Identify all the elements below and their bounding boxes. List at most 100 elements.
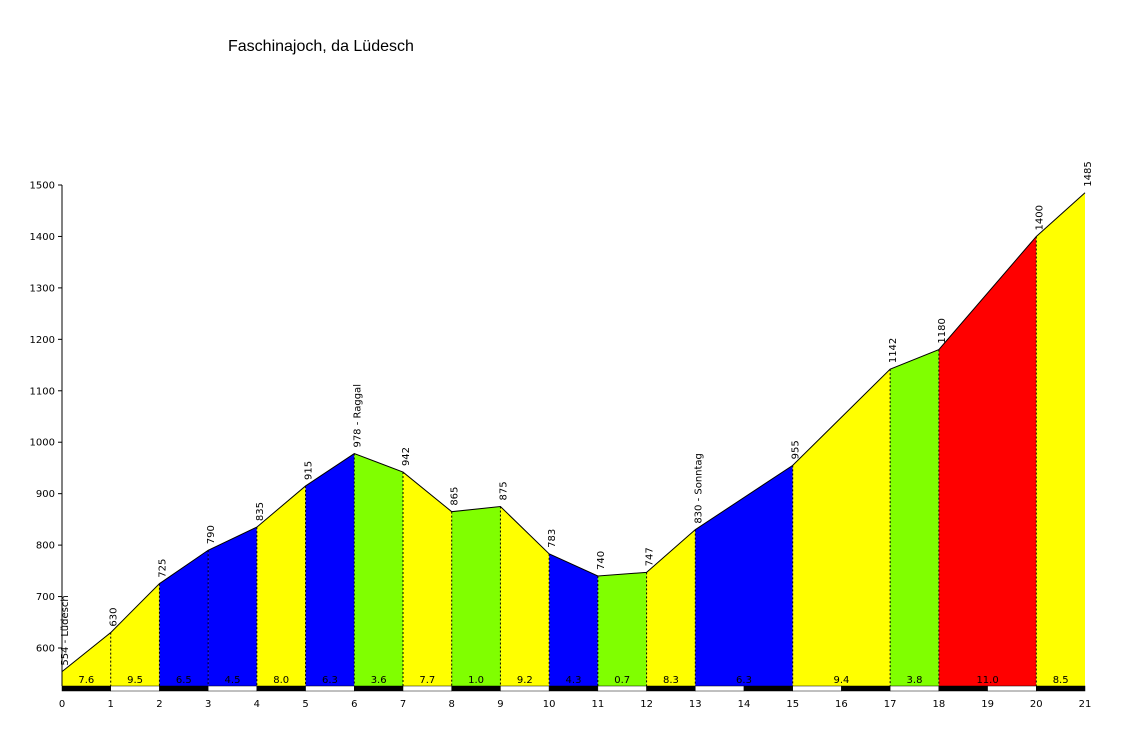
gradient-label: 0.7: [614, 675, 630, 686]
segment-area-16: [938, 236, 1037, 686]
segment-area-6: [354, 453, 403, 686]
x-tick-label: 1: [108, 699, 114, 710]
elevation-label: 783: [547, 529, 558, 548]
segment-area-1: [110, 583, 160, 686]
x-tick-label: 10: [543, 699, 556, 710]
gradient-label: 6.3: [322, 675, 338, 686]
segment-area-13: [695, 465, 793, 686]
x-tick-label: 19: [981, 699, 994, 710]
km-bar-segment: [743, 685, 793, 692]
gradient-label: 4.3: [566, 675, 582, 686]
gradient-label: 3.6: [371, 675, 387, 686]
x-tick-label: 8: [449, 699, 455, 710]
gradient-label: 8.0: [273, 675, 289, 686]
elevation-label: 740: [596, 551, 607, 570]
y-tick-label: 1400: [30, 232, 55, 243]
gradient-label: 4.5: [225, 675, 241, 686]
km-bar-segment: [987, 685, 1037, 692]
gradient-label: 7.7: [419, 675, 435, 686]
elevation-label: 1400: [1034, 205, 1045, 230]
x-tick-label: 17: [884, 699, 897, 710]
km-bar-segment: [841, 685, 891, 692]
gradient-label: 1.0: [468, 675, 484, 686]
x-tick-label: 16: [835, 699, 848, 710]
km-bar-segment: [889, 685, 940, 692]
km-bar-segment: [695, 685, 745, 692]
km-bar-segment: [354, 685, 404, 692]
elevation-label: 865: [450, 487, 461, 506]
y-tick-label: 600: [36, 644, 55, 655]
elevation-label: 747: [645, 547, 656, 566]
x-tick-label: 7: [400, 699, 406, 710]
gradient-label: 9.5: [127, 675, 143, 686]
elevation-label: 978 - Raggal: [352, 384, 363, 448]
segment-area-8: [451, 506, 501, 686]
segment-area-2: [159, 550, 209, 686]
y-tick-label: 900: [36, 489, 55, 500]
segment-area-10: [549, 553, 598, 686]
elevation-label: 790: [206, 525, 217, 544]
segment-area-7: [403, 472, 452, 686]
elevation-label: 942: [401, 447, 412, 466]
elevation-label: 835: [255, 502, 266, 521]
km-bar-segment: [305, 685, 355, 692]
gradient-label: 6.3: [736, 675, 752, 686]
km-bar-segment: [938, 685, 988, 692]
elevation-label: 554 - Lüdesch: [60, 595, 71, 665]
elevation-label: 875: [498, 481, 509, 500]
elevation-label: 1180: [937, 318, 948, 343]
segment-area-3: [208, 527, 257, 686]
km-bar-segment: [500, 685, 550, 692]
x-tick-label: 18: [932, 699, 945, 710]
x-tick-label: 15: [786, 699, 799, 710]
segment-area-17: [1036, 192, 1085, 686]
y-tick-label: 1300: [30, 283, 55, 294]
x-tick-label: 11: [591, 699, 604, 710]
segment-area-12: [646, 529, 696, 686]
segment-area-9: [500, 506, 550, 686]
segment-area-5: [305, 453, 355, 686]
x-tick-label: 12: [640, 699, 653, 710]
x-tick-label: 0: [59, 699, 65, 710]
elevation-label: 1485: [1083, 161, 1094, 186]
x-tick-label: 21: [1079, 699, 1092, 710]
segment-area-15: [890, 349, 939, 686]
gradient-label: 7.6: [78, 675, 94, 686]
gradient-label: 8.5: [1053, 675, 1069, 686]
segment-area-4: [256, 485, 306, 686]
km-bar-segment: [548, 685, 599, 692]
x-tick-label: 4: [254, 699, 260, 710]
x-tick-label: 14: [738, 699, 751, 710]
y-tick-label: 800: [36, 541, 55, 552]
chart-title: Faschinajoch, da Lüdesch: [228, 38, 414, 55]
segment-area-14: [792, 369, 891, 686]
gradient-label: 6.5: [176, 675, 192, 686]
km-bar-segment: [110, 685, 160, 692]
segment-area-11: [597, 572, 647, 686]
elevation-label: 915: [304, 461, 315, 480]
x-tick-label: 13: [689, 699, 702, 710]
x-tick-label: 6: [351, 699, 357, 710]
elevation-label: 830 - Sonntag: [693, 453, 704, 524]
elevation-label: 1142: [888, 338, 899, 363]
y-tick-label: 700: [36, 592, 55, 603]
km-bar-segment: [1036, 685, 1086, 692]
km-bar-segment: [792, 685, 842, 692]
elevation-label: 630: [109, 607, 120, 626]
km-bar-segment: [597, 685, 647, 692]
km-bar-segment: [256, 685, 306, 692]
gradient-label: 8.3: [663, 675, 679, 686]
y-tick-label: 1100: [30, 386, 55, 397]
gradient-label: 9.4: [833, 675, 849, 686]
km-bar-segment: [646, 685, 696, 692]
y-tick-label: 1200: [30, 335, 55, 346]
km-bar-segment: [159, 685, 209, 692]
gradient-label: 3.8: [907, 675, 923, 686]
km-bar-segment: [451, 685, 501, 692]
y-tick-label: 1500: [30, 181, 55, 192]
y-tick-label: 1000: [30, 438, 55, 449]
gradient-label: 11.0: [976, 675, 998, 686]
km-bar-segment: [207, 685, 258, 692]
x-tick-label: 20: [1030, 699, 1043, 710]
km-bar-segment: [61, 685, 111, 692]
